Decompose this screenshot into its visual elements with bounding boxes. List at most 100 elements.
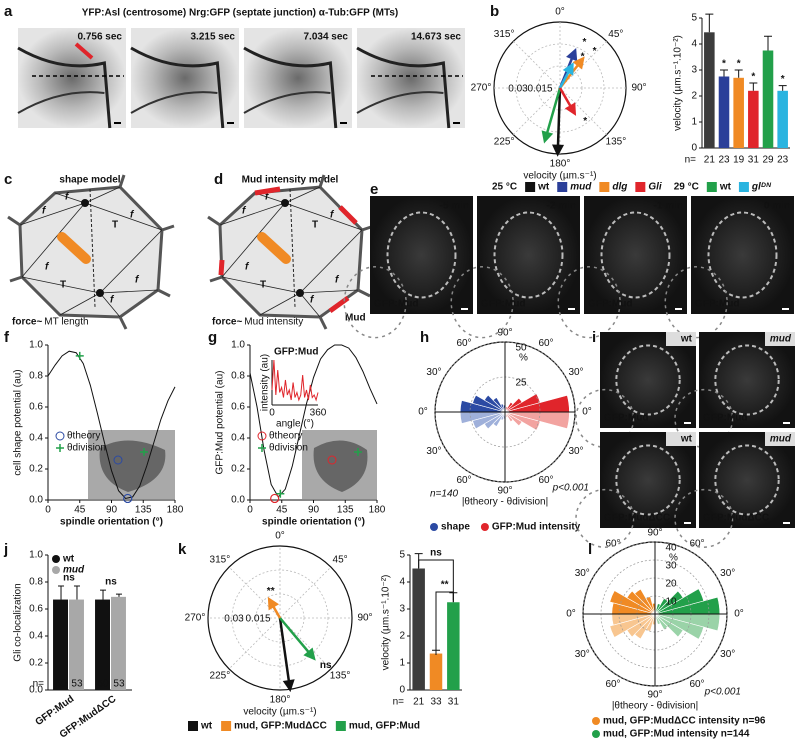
y-tick-label: 2 [691,91,697,102]
velocity-arrow [552,87,565,157]
spindle [257,232,291,264]
polar-ring [255,593,305,643]
angle-label: 225° [210,671,231,682]
rose-sector [500,403,506,413]
force-label: f [135,275,140,286]
bar [447,602,460,690]
legend-dot [480,523,489,531]
bar [95,599,110,690]
bar [762,50,774,148]
y-tick-label: 0.0 [29,685,43,696]
n-count: 53 [71,679,83,690]
time-stamp: 0.756 sec [78,32,123,43]
significance: * [583,116,587,127]
r-tick-label: 0.015 [527,84,552,95]
bar [733,77,744,148]
time-stamp: -1 min [654,201,683,212]
edge-stub [318,316,328,330]
angle-label: 30° [426,446,441,457]
rose-sector [504,406,509,413]
polar-ring [231,569,329,667]
image-label: GFP:MudΔCC [703,513,769,524]
legend-label: shape [441,522,470,533]
n-label: n= [685,155,697,166]
significance: * [593,46,597,57]
force-label: f [335,275,340,286]
inset-theory [113,455,123,465]
microtubule [221,202,286,278]
time-stamp: 7.034 sec [304,32,349,43]
legend-swatch [738,182,749,192]
velocity-arrow [278,617,295,693]
legend-swatch [557,182,568,192]
microtubule [221,276,301,294]
angle-label: 30° [568,367,583,378]
inset-tick: 0 [269,408,275,419]
theory-marker [123,493,133,504]
y-tick-label: 0.2 [231,464,245,475]
x-tick-label: 180 [167,505,184,516]
caption-key: force~ [212,317,242,328]
image-label: GFP:Mud [695,299,739,310]
force-label: f [110,295,115,306]
r-tick-label: 10 [665,597,677,608]
panel-d-title: Mud intensity model [242,175,339,186]
angle-label: 0° [418,407,428,418]
legend-label: mud [63,565,85,576]
n-count: 31 [448,697,460,708]
bar [704,32,715,148]
y-tick-label: 0.8 [29,371,43,382]
angle-label: 90° [497,486,512,497]
legend-label: mud, GFP:MudΔCC [234,721,327,732]
cell-outline [356,46,451,129]
rose-sector [654,603,661,615]
rose-sector [504,393,541,413]
force-label: f [42,206,47,217]
y-tick-label: 1 [691,117,697,128]
microtubule [99,289,159,294]
legend-label: wt [537,182,550,193]
y-tick-label: 0.4 [29,433,43,444]
microtubule [299,229,363,294]
significance: * [722,59,726,70]
legend-label: GFP:Mud intensity [492,522,581,533]
tag-bg [666,432,696,446]
legend-theory [55,431,65,441]
spindle [57,232,91,264]
panel-letter: b [490,3,499,20]
n-count: 50 [97,679,109,690]
error-bar [749,82,758,91]
error-bar [734,69,743,78]
polar-ring [537,65,583,111]
legend-label: mud, GFP:MudΔCC intensity n=96 [603,716,766,727]
angle-label: 60° [689,679,704,690]
polar-spoke [228,617,281,670]
velocity-arrow [267,596,282,619]
cell-outline [356,91,444,114]
time-stamp: -5 min [440,201,469,212]
angle-label: 30° [575,649,590,660]
inset-cell [99,440,166,492]
legend-label: θdivision [269,443,308,454]
microtubule [54,192,86,204]
polar-spoke [513,87,561,135]
torque-label: T [260,280,266,291]
legend-dot [52,555,60,563]
mud-crescent [254,186,281,196]
legend-label: θtheory [269,431,302,442]
mud-crescent [218,259,225,276]
edge-stub [9,275,23,283]
angle-label: 225° [494,136,515,147]
x-axis-label: |θtheory - θdivision| [612,701,698,712]
torque-label: T [312,220,318,231]
potential-curve [47,350,176,500]
cell-cortex [450,266,514,339]
x-tick-label: 90 [106,505,118,516]
image-label: GFP:Mud [588,299,632,310]
bracket-label: ns [430,548,442,559]
theory-marker [270,493,280,504]
tag-bg [765,432,795,446]
inset-theory [327,455,337,465]
n-label: n= [33,679,45,690]
x-tick-label: 90 [308,505,320,516]
